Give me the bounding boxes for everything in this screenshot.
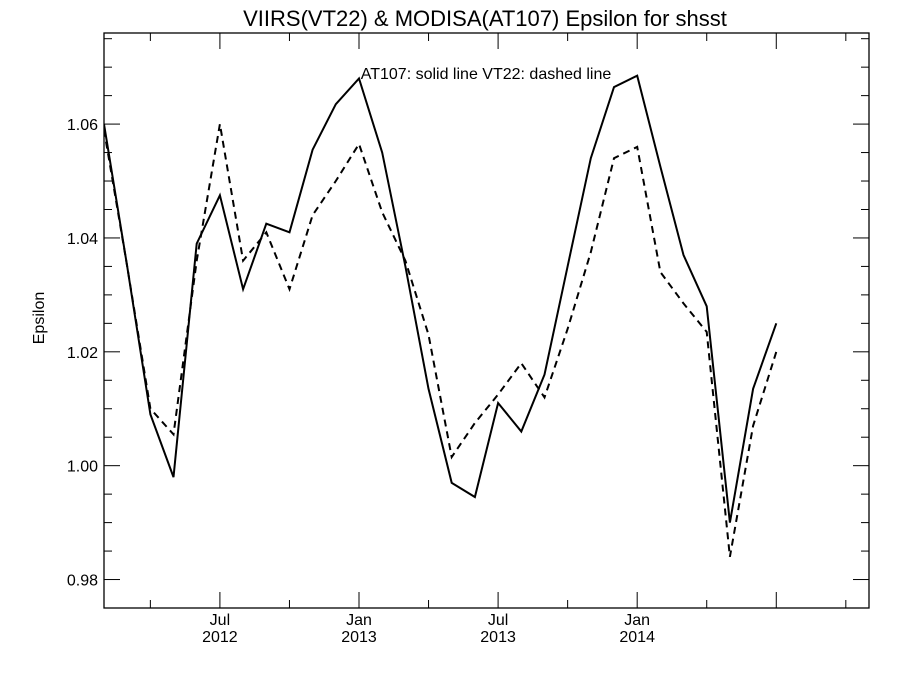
x-tick-label-year: 2012	[202, 629, 238, 646]
x-tick-label-year: 2013	[480, 629, 516, 646]
y-tick-label: 1.00	[67, 459, 98, 476]
y-tick-label: 1.04	[67, 231, 98, 248]
series-layer	[104, 74, 778, 557]
x-tick-label-month: Jan	[346, 612, 372, 629]
y-axis-label: Epsilon	[31, 292, 48, 344]
series-line-vt22	[104, 123, 778, 557]
series-style-note: AT107: solid line VT22: dashed line	[361, 66, 612, 83]
x-tick-label-year: 2014	[619, 629, 655, 646]
ticks-layer: Jul2012Jan2013Jul2013Jan20140.981.001.02…	[67, 33, 869, 646]
x-tick-label-month: Jul	[210, 612, 230, 629]
plot-frame	[103, 32, 870, 609]
x-tick-label-month: Jul	[488, 612, 508, 629]
series-line-at107	[104, 74, 778, 523]
y-tick-label: 1.06	[67, 117, 98, 134]
chart-title: VIIRS(VT22) & MODISA(AT107) Epsilon for …	[243, 6, 727, 31]
y-tick-label: 0.98	[67, 573, 98, 590]
y-tick-label: 1.02	[67, 345, 98, 362]
x-tick-label-month: Jan	[624, 612, 650, 629]
x-tick-label-year: 2013	[341, 629, 377, 646]
